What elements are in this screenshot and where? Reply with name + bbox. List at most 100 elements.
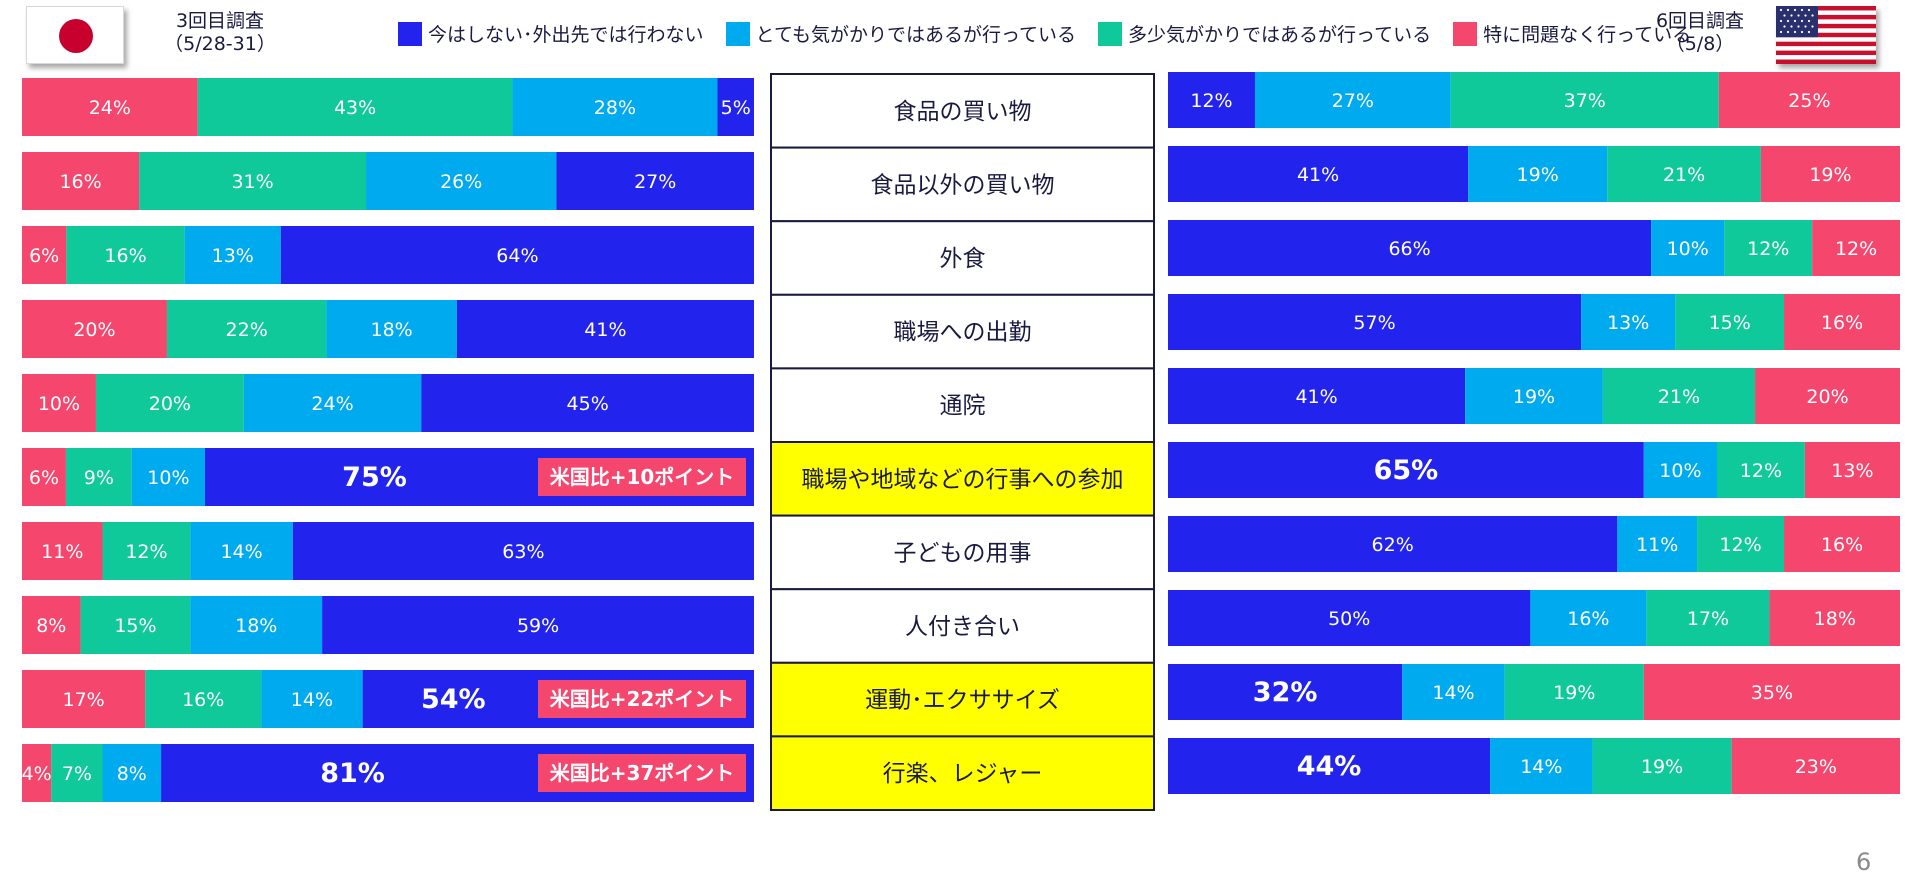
- usa-bar-segment: [1607, 146, 1761, 202]
- usa-data-label: 13%: [1607, 312, 1649, 334]
- japan-data-label: 20%: [149, 393, 191, 415]
- japan-callout-box: [538, 680, 746, 718]
- japan-data-label: 63%: [502, 541, 544, 563]
- category-label: 行楽、レジャー: [883, 761, 1043, 787]
- usa-bar-segment: [1646, 590, 1770, 646]
- category-label: 通院: [940, 393, 986, 419]
- japan-bar-segment: [22, 596, 81, 654]
- usa-bar-segment: [1724, 220, 1813, 276]
- usa-flag-icon: [1776, 6, 1876, 64]
- japan-callout-box: [538, 458, 746, 496]
- legend-swatch: [725, 21, 750, 46]
- category-cell: [770, 220, 1155, 296]
- usa-data-label: 41%: [1295, 386, 1337, 408]
- usa-bar-segment: [1168, 738, 1491, 794]
- usa-bar-segment: [1168, 368, 1466, 424]
- japan-bar-segment: [280, 226, 754, 284]
- category-label: 人付き合い: [905, 614, 1020, 640]
- japan-bar-segment: [22, 522, 103, 580]
- japan-bar-segment: [292, 522, 754, 580]
- category-cell: [770, 735, 1155, 812]
- legend-item: 多少気がかりではあるが行っている: [1098, 20, 1431, 47]
- usa-bar-segment: [1784, 516, 1900, 572]
- usa-survey-dates: （5/8）: [1665, 33, 1735, 55]
- usa-bar-segment: [1717, 442, 1805, 498]
- usa-bar-segment: [1168, 590, 1531, 646]
- japan-data-label: 27%: [634, 171, 676, 193]
- legend-swatch: [1098, 21, 1123, 46]
- usa-data-label: 16%: [1821, 312, 1863, 334]
- usa-data-label: 57%: [1353, 312, 1395, 334]
- category-cell: [770, 73, 1155, 149]
- japan-survey-round: 3回目調査: [175, 10, 265, 32]
- japan-bar-segment: [326, 300, 457, 358]
- japan-data-label: 10%: [38, 393, 80, 415]
- japan-data-label: 6%: [29, 245, 59, 267]
- category-cell: [770, 293, 1155, 370]
- usa-bar-segment: [1168, 294, 1582, 350]
- japan-data-label: 16%: [104, 245, 146, 267]
- japan-data-label: 16%: [59, 171, 101, 193]
- category-cell: [770, 441, 1155, 517]
- usa-data-label: 19%: [1641, 756, 1683, 778]
- usa-bar-segment: [1697, 516, 1785, 572]
- japan-data-label: 28%: [594, 97, 636, 119]
- category-label: 職場や地域などの行事への参加: [802, 467, 1124, 493]
- japan-data-label: 14%: [291, 689, 333, 711]
- usa-data-label: 19%: [1809, 164, 1851, 186]
- japan-bar-segment: [190, 596, 323, 654]
- japan-data-label: 45%: [567, 393, 609, 415]
- japan-bar-segment: [22, 226, 67, 284]
- usa-bar-segment: [1168, 516, 1618, 572]
- usa-data-label: 19%: [1517, 164, 1559, 186]
- japan-data-label: 8%: [117, 763, 147, 785]
- legend-swatch: [398, 21, 422, 46]
- usa-bar-segment: [1168, 220, 1652, 276]
- usa-bar-segment: [1643, 664, 1900, 720]
- usa-data-label: 18%: [1814, 608, 1856, 630]
- category-cell: [770, 588, 1155, 664]
- japan-bar-segment: [22, 670, 146, 728]
- japan-data-label: 9%: [84, 467, 114, 489]
- usa-data-label: 16%: [1567, 608, 1609, 630]
- japan-bar-segment: [197, 78, 513, 136]
- japan-data-label: 15%: [114, 615, 156, 637]
- usa-data-label: 19%: [1553, 682, 1595, 704]
- japan-data-label: 12%: [125, 541, 167, 563]
- japan-callout-text: 米国比+10ポイント: [550, 465, 735, 489]
- japan-bar-segment: [80, 596, 191, 654]
- usa-bar-segment: [1490, 738, 1593, 794]
- japan-bar-segment: [51, 744, 103, 802]
- usa-bar-segment: [1804, 442, 1900, 498]
- usa-data-label: 12%: [1835, 238, 1877, 260]
- japan-flag-icon: [26, 6, 124, 64]
- japan-bar-segment: [512, 78, 718, 136]
- usa-data-label: 11%: [1636, 534, 1678, 556]
- usa-data-label: 25%: [1788, 90, 1830, 112]
- usa-bar-segment: [1465, 368, 1603, 424]
- japan-data-label: 13%: [212, 245, 254, 267]
- japan-data-label: 41%: [584, 319, 626, 341]
- usa-data-label: 32%: [1253, 677, 1318, 708]
- usa-bar-segment: [1530, 590, 1647, 646]
- japan-bar-segment: [261, 670, 363, 728]
- japan-data-label: 18%: [235, 615, 277, 637]
- japan-data-label: 4%: [22, 763, 52, 785]
- category-cell: [770, 367, 1155, 443]
- japan-bar-segment: [139, 152, 367, 210]
- japan-bar-segment: [102, 744, 162, 802]
- category-label: 職場への出勤: [894, 320, 1032, 346]
- usa-data-label: 50%: [1328, 608, 1370, 630]
- japan-data-label: 17%: [62, 689, 104, 711]
- japan-bar-segment: [66, 226, 185, 284]
- japan-bar-segment: [456, 300, 754, 358]
- usa-bar-segment: [1468, 146, 1608, 202]
- japan-callout-text: 米国比+37ポイント: [550, 761, 735, 785]
- japan-data-label: 75%: [342, 462, 407, 493]
- usa-bar-segment: [1718, 72, 1900, 128]
- japan-bar-segment: [22, 448, 66, 506]
- category-label: 子どもの用事: [894, 540, 1032, 566]
- japan-data-label: 54%: [421, 684, 486, 715]
- legend-label: 多少気がかりではあるが行っている: [1128, 24, 1432, 46]
